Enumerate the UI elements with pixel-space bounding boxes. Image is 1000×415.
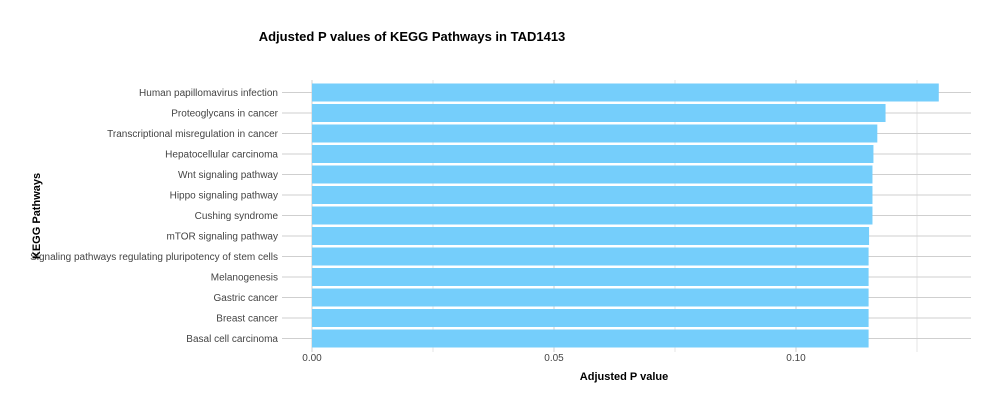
category-label: Gastric cancer	[214, 293, 279, 304]
category-label-layer: Human papillomavirus infection Proteoglyc…	[30, 88, 279, 345]
bar-layer	[312, 83, 939, 348]
x-tick-label: 0.05	[544, 353, 564, 364]
category-label: Breast cancer	[216, 314, 278, 325]
bar	[312, 186, 873, 204]
bar	[312, 268, 869, 286]
category-label: Hippo signaling pathway	[170, 191, 278, 202]
category-label: Human papillomavirus infection	[139, 88, 278, 99]
bar	[312, 309, 869, 327]
category-label: Basal cell carcinoma	[186, 334, 278, 345]
category-label: Transcriptional misregulation in cancer	[107, 129, 278, 140]
category-label: Melanogenesis	[211, 273, 278, 284]
tick-label-layer: 0.00 0.05 0.10	[302, 353, 806, 364]
bar	[312, 206, 873, 225]
x-tick-label: 0.10	[786, 353, 806, 364]
bar	[312, 83, 939, 102]
bar	[312, 165, 873, 184]
bar	[312, 124, 878, 143]
category-label: Signaling pathways regulating pluripoten…	[30, 252, 278, 263]
category-label: Hepatocellular carcinoma	[165, 150, 278, 161]
bar	[312, 288, 869, 307]
y-axis-title: KEGG Pathways	[31, 173, 43, 259]
category-label: Cushing syndrome	[195, 211, 279, 222]
chart-title: Adjusted P values of KEGG Pathways in TA…	[259, 29, 566, 44]
x-tick-label: 0.00	[302, 353, 322, 364]
bar	[312, 329, 869, 348]
category-label: Wnt signaling pathway	[178, 170, 278, 181]
x-axis-title: Adjusted P value	[580, 371, 668, 383]
category-label: mTOR signaling pathway	[166, 232, 278, 243]
bar	[312, 227, 870, 245]
bar	[312, 145, 874, 163]
bar	[312, 104, 886, 122]
category-label: Proteoglycans in cancer	[171, 109, 278, 120]
bar	[312, 247, 869, 266]
